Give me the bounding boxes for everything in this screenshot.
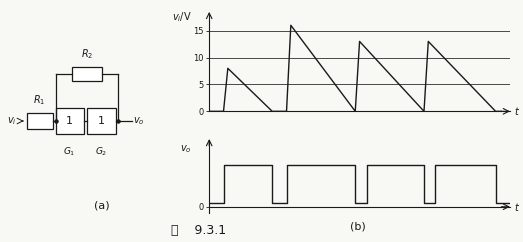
Text: 1: 1	[66, 116, 73, 126]
Text: $t$: $t$	[514, 105, 520, 117]
Text: $v_i$: $v_i$	[7, 115, 17, 127]
FancyBboxPatch shape	[72, 67, 103, 81]
Text: 图    9.3.1: 图 9.3.1	[171, 224, 226, 237]
Text: (a): (a)	[94, 200, 110, 211]
Text: $G_2$: $G_2$	[95, 145, 108, 158]
Text: $v_o$: $v_o$	[180, 143, 192, 155]
Text: $t$: $t$	[514, 201, 520, 213]
FancyBboxPatch shape	[27, 113, 53, 129]
FancyBboxPatch shape	[87, 108, 116, 134]
Text: $v_o$: $v_o$	[133, 115, 144, 127]
Text: $v_i$/V: $v_i$/V	[172, 10, 192, 24]
Text: 1: 1	[98, 116, 105, 126]
FancyBboxPatch shape	[55, 108, 84, 134]
Text: $R_1$: $R_1$	[33, 93, 46, 107]
Text: $R_2$: $R_2$	[81, 48, 93, 61]
Text: (b): (b)	[350, 221, 366, 231]
Text: $G_1$: $G_1$	[63, 145, 76, 158]
